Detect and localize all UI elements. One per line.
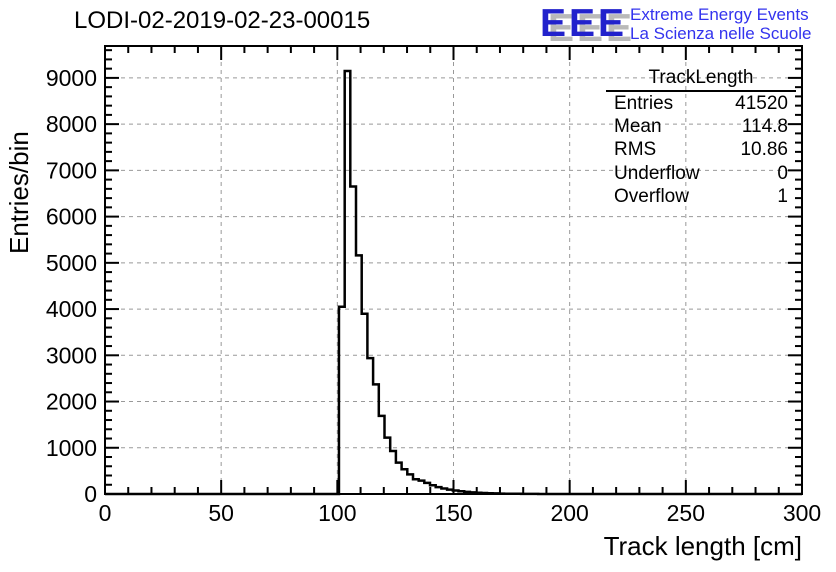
stats-value: 41520 (735, 93, 788, 114)
stats-label: Overflow (614, 185, 689, 207)
x-tick-label: 0 (99, 500, 112, 526)
y-tick-label: 4000 (46, 296, 97, 322)
x-tick-label: 100 (318, 500, 356, 526)
y-tick-label: 1000 (46, 435, 97, 461)
x-axis-title: Track length [cm] (603, 531, 802, 561)
plot-frame (104, 45, 803, 495)
stats-row-mean: Mean 114.8 (606, 115, 796, 138)
x-tick-label: 50 (208, 500, 234, 526)
y-tick-label: 8000 (46, 111, 97, 137)
y-tick-label: 3000 (46, 342, 97, 368)
stats-value: 114.8 (741, 116, 788, 138)
eee-logo-tagline: Extreme Energy Events La Scienza nelle S… (630, 5, 811, 43)
eee-logo-acronym: EEE (540, 2, 628, 45)
stats-row-overflow: Overflow 1 (606, 185, 796, 208)
y-tick-label: 5000 (46, 250, 97, 276)
eee-logo: EEE EEE Extreme Energy Events La Scienza… (538, 2, 836, 48)
y-tick-label: 7000 (46, 157, 97, 183)
y-axis-title: Entries/bin (4, 131, 34, 254)
x-tick-label: 200 (550, 500, 588, 526)
x-tick-label: 300 (783, 500, 821, 526)
stats-label: RMS (614, 139, 657, 161)
stats-label: Mean (614, 116, 662, 138)
page-title: LODI-02-2019-02-23-00015 (74, 7, 371, 34)
eee-logo-shadow: EEE (548, 7, 636, 50)
x-tick-label: 250 (667, 500, 705, 526)
x-tick-label: 150 (434, 500, 472, 526)
eee-logo-tagline-line1: Extreme Energy Events (630, 5, 809, 24)
stats-row-underflow: Underflow 0 (606, 162, 796, 185)
y-tick-label: 2000 (46, 389, 97, 415)
stats-value: 0 (777, 162, 788, 184)
y-tick-label: 9000 (46, 65, 97, 91)
stats-box-title: TrackLength (606, 67, 796, 92)
stats-row-rms: RMS 10.86 (606, 138, 796, 161)
histogram-line (105, 69, 802, 496)
stats-box: TrackLength Entries 41520 Mean 114.8 RMS… (606, 67, 796, 208)
stats-row-entries: Entries 41520 (606, 92, 796, 115)
stats-label: Entries (614, 93, 674, 114)
y-tick-label: 0 (84, 481, 97, 507)
eee-logo-tagline-line2: La Scienza nelle Scuole (630, 24, 812, 43)
y-tick-label: 6000 (46, 204, 97, 230)
stats-value: 1 (777, 185, 788, 207)
stats-value: 10.86 (740, 139, 788, 161)
stats-label: Underflow (614, 162, 700, 184)
